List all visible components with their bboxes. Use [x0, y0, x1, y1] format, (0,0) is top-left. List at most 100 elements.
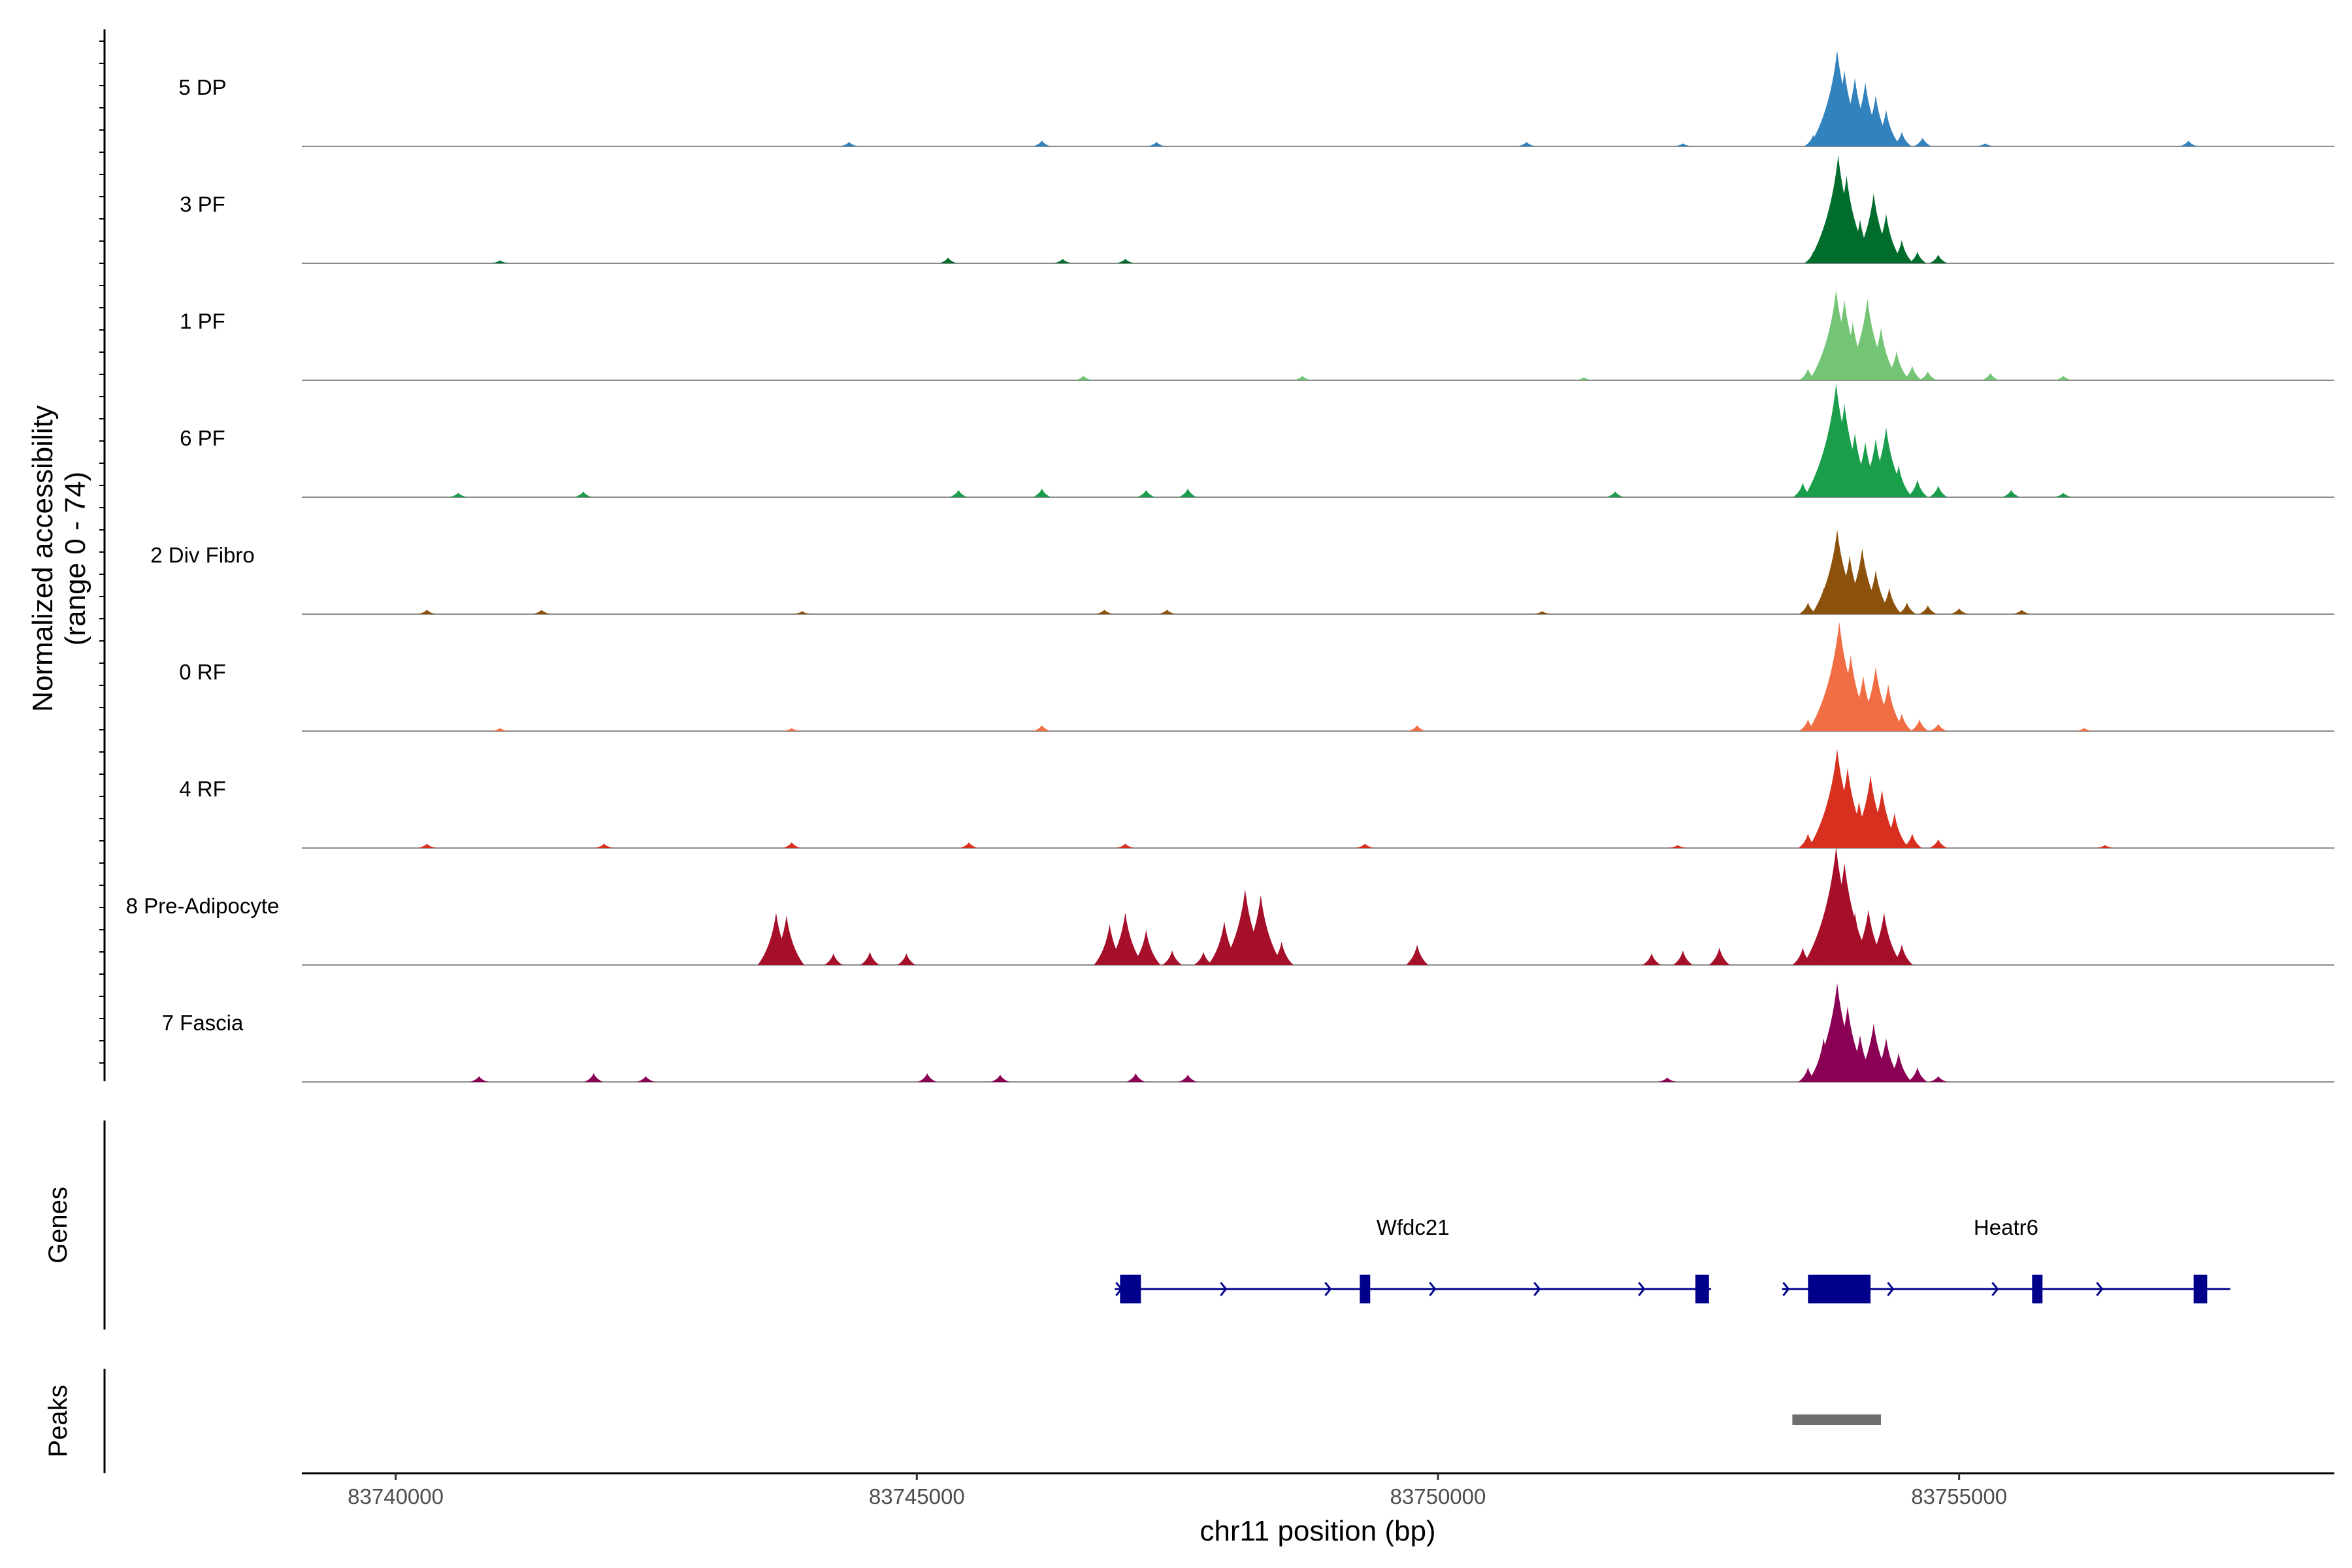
track-3-pf: 3 PF — [180, 155, 2334, 264]
strand-arrow — [2096, 1282, 2104, 1296]
track-label: 3 PF — [180, 192, 225, 216]
track-label: 8 Pre-Adipocyte — [126, 894, 280, 918]
exon — [2193, 1275, 2208, 1303]
coverage-peak — [1095, 610, 1114, 614]
coverage-peak — [1126, 1073, 1145, 1082]
coverage-peak — [1885, 465, 1913, 497]
track-8-pre-adipocyte: 8 Pre-Adipocyte — [126, 847, 2334, 966]
coverage-peak — [1929, 1076, 1948, 1082]
coverage-peak — [1642, 953, 1661, 965]
peaks-title: Peaks — [44, 1384, 73, 1457]
coverage-peak — [824, 953, 843, 965]
x-axis-title: chr11 position (bp) — [1200, 1515, 1435, 1547]
coverage-peak — [792, 611, 811, 614]
coverage-peak — [417, 843, 436, 848]
coverage-peak — [1107, 912, 1144, 965]
coverage-peak — [1406, 944, 1429, 965]
coverage-peak — [918, 1073, 937, 1082]
coverage-peak — [1906, 480, 1928, 497]
coverage-peak — [1708, 947, 1730, 965]
coverage-peak — [1889, 240, 1914, 263]
coverage-peak — [1863, 327, 1900, 380]
gene-models: Wfdc21 Heatr6 — [1115, 1215, 2230, 1303]
coverage-peak — [1913, 137, 1932, 146]
coverage-peak — [1891, 131, 1912, 146]
gene-label: Heatr6 — [1974, 1215, 2038, 1239]
track-label: 7 Fascia — [162, 1011, 244, 1035]
strand-arrow — [1533, 1282, 1541, 1296]
coverage-peak — [1158, 610, 1177, 614]
gene-heatr6: Heatr6 — [1782, 1215, 2230, 1303]
coverage-peak — [574, 491, 593, 497]
coverage-peak — [1918, 605, 1937, 614]
coverage-peak — [990, 1074, 1009, 1082]
track-0-rf: 0 RF — [179, 621, 2334, 732]
coverage-peak — [2096, 845, 2115, 848]
coverage-peak — [1053, 259, 1072, 263]
y-axis-range: (range 0 - 74) — [59, 472, 91, 646]
coverage-peak — [1408, 725, 1427, 731]
genes-title: Genes — [44, 1186, 73, 1264]
coverage-peak — [1116, 843, 1135, 848]
track-5-dp: 5 DP — [178, 50, 2334, 147]
coverage-peak — [1929, 723, 1948, 731]
coverage-peak — [1876, 587, 1902, 614]
coverage-peak — [1865, 912, 1903, 965]
coverage-peak — [1137, 489, 1156, 497]
coverage-peak — [1162, 950, 1183, 965]
coverage-peak — [1575, 377, 1593, 380]
coverage-peak — [1147, 142, 1166, 146]
y-axis: Normalized accessibility (range 0 - 74) — [27, 29, 106, 1081]
coverage-peak — [1032, 140, 1051, 146]
coverage-peak — [1981, 372, 2000, 380]
coverage-peak — [1976, 143, 1995, 146]
track-label: 1 PF — [180, 309, 225, 333]
coverage-peak — [1929, 839, 1948, 848]
coverage-peak — [1179, 1074, 1198, 1082]
coverage-peak — [1868, 214, 1904, 263]
coverage-peak — [1886, 1053, 1912, 1082]
x-tick-label: 83750000 — [1390, 1484, 1486, 1509]
exon — [1695, 1275, 1709, 1303]
peak-bars — [1792, 1414, 1882, 1425]
coverage-peak — [1074, 376, 1093, 380]
exon — [1360, 1275, 1371, 1303]
coverage-peak — [1890, 944, 1913, 965]
coverage-peak — [2075, 728, 2094, 731]
coverage-peak — [1668, 845, 1687, 848]
track-label: 2 Div Fibro — [150, 543, 255, 567]
x-axis: 83740000 83745000 83750000 83755000 chr11 p… — [302, 1472, 2334, 1547]
x-tick-label: 83740000 — [348, 1484, 444, 1509]
coverage-peak — [1238, 894, 1283, 965]
coverage-peak — [840, 142, 858, 146]
track-7-fascia: 7 Fascia — [162, 983, 2334, 1083]
strand-arrow — [1991, 1282, 1999, 1296]
coverage-peak — [1673, 143, 1692, 146]
track-label: 6 PF — [180, 426, 225, 450]
coverage-peak — [636, 1076, 655, 1082]
coverage-peak — [949, 489, 968, 497]
coverage-peak — [1880, 813, 1909, 848]
coverage-peak — [1658, 1077, 1676, 1082]
strand-arrow — [1429, 1282, 1437, 1296]
coverage-peak — [2002, 489, 2021, 497]
y-axis-title: Normalized accessibility — [27, 405, 59, 711]
coverage-peak — [1908, 252, 1927, 263]
coverage-peak — [782, 728, 801, 731]
coverage-peak — [1293, 376, 1312, 380]
coverage-peak — [1132, 930, 1161, 965]
coverage-peak — [860, 951, 879, 965]
coverage-peak — [1910, 719, 1929, 731]
track-label: 4 RF — [179, 777, 226, 801]
coverage-peak — [449, 493, 468, 497]
genes-panel: Genes Wfdc21 Heatr6 — [44, 1120, 2230, 1330]
coverage-peak — [1032, 725, 1051, 731]
y-axis-ticks — [99, 41, 105, 1064]
coverage-peak — [1533, 611, 1552, 614]
coverage-peak — [768, 915, 804, 965]
strand-arrow — [1782, 1282, 1790, 1296]
peaks-panel: Peaks — [44, 1369, 1882, 1473]
coverage-peak — [2179, 140, 2198, 146]
coverage-peak — [1116, 259, 1135, 263]
